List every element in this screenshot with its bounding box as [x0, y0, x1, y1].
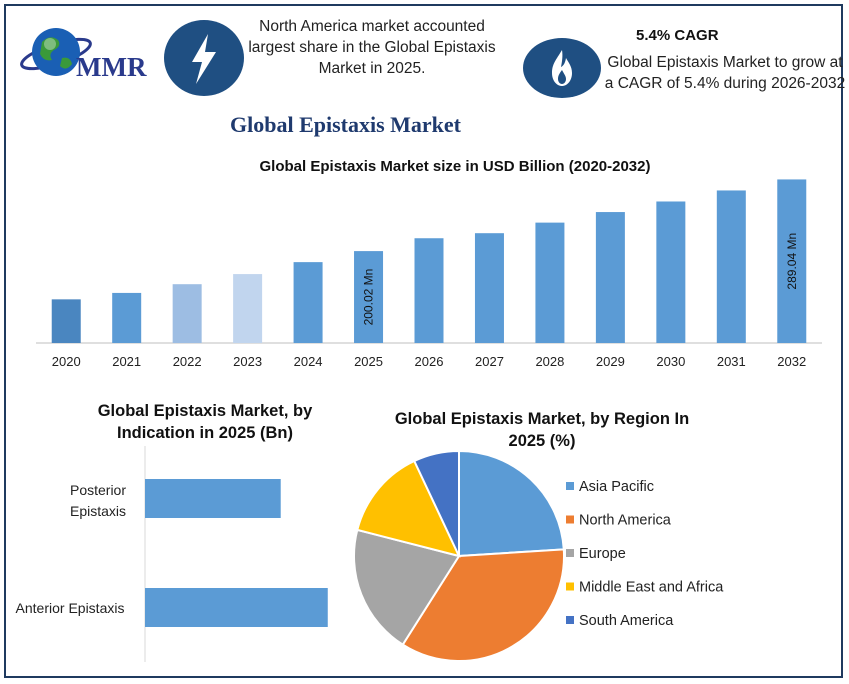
lightning-bolt-icon [192, 34, 216, 84]
x-tick-label-2026: 2026 [415, 354, 444, 369]
y-tick-label-anterior-epistaxis: Anterior Epistaxis [16, 600, 125, 616]
bar-2031 [716, 190, 746, 343]
x-tick-label-2028: 2028 [535, 354, 564, 369]
cagr-title: 5.4% CAGR [636, 27, 719, 44]
bar-2023 [233, 274, 263, 343]
logo-text: MMR [76, 52, 147, 82]
x-tick-label-2021: 2021 [112, 354, 141, 369]
bar-2029 [595, 212, 625, 343]
legend-label-south-america: South America [579, 613, 674, 629]
bar-2025 [354, 251, 384, 343]
bar-chart-title: Global Epistaxis Market size in USD Bill… [259, 158, 651, 175]
bar-posterior-epistaxis [145, 479, 281, 518]
x-tick-label-2027: 2027 [475, 354, 504, 369]
x-tick-label-2025: 2025 [354, 354, 383, 369]
bar-2028 [535, 222, 565, 343]
flame-icon-circle [523, 38, 601, 98]
legend-swatch-europe [566, 549, 574, 557]
x-tick-label-2023: 2023 [233, 354, 262, 369]
lightning-icon-circle [164, 20, 244, 96]
x-tick-label-2024: 2024 [294, 354, 323, 369]
bar-2032 [777, 179, 807, 343]
indication-chart-title: Global Epistaxis Market, by Indication i… [70, 400, 340, 444]
data-label-2025: 200.02 Mn [362, 269, 376, 326]
legend-swatch-asia-pacific [566, 482, 574, 490]
bar-2022 [172, 284, 202, 343]
info-right-text: Global Epistaxis Market to grow at a CAG… [604, 54, 846, 92]
legend-label-asia-pacific: Asia Pacific [579, 479, 654, 495]
legend-swatch-middle-east-and-africa [566, 582, 574, 591]
pie-slice-north-america [401, 548, 565, 662]
region-pie-chart: Asia Pacific North America Europe Middle Ea… [353, 449, 724, 662]
bar-2026 [414, 238, 444, 343]
data-label-2032: 289.04 Mn [785, 233, 799, 290]
region-chart-title-text: Global Epistaxis Market, by Region In 20… [394, 410, 690, 450]
legend-swatch-north-america [566, 515, 574, 524]
x-tick-label-2029: 2029 [596, 354, 625, 369]
bar-2021 [112, 292, 142, 343]
legend-label-north-america: North America [579, 513, 672, 529]
page-title: Global Epistaxis Market [230, 112, 462, 137]
flame-icon [552, 50, 572, 86]
bar-anterior-epistaxis [145, 588, 328, 627]
info-left-text: North America market accounted largest s… [248, 18, 496, 77]
legend-label-europe: Europe [579, 546, 626, 562]
legend-label-middle-east-and-africa: Middle East and Africa [579, 580, 724, 596]
pie-slice-south-america [412, 449, 460, 557]
bar-2030 [656, 201, 686, 343]
pie-slice-europe [353, 528, 461, 647]
bar-2020 [51, 299, 81, 343]
x-tick-label-2030: 2030 [656, 354, 685, 369]
indication-bar-chart: Posterior Epistaxis Anterior Epistaxis [16, 446, 328, 662]
legend-swatch-south-america [566, 616, 574, 624]
x-tick-label-2022: 2022 [173, 354, 202, 369]
page-frame [4, 4, 843, 678]
logo: MMR [14, 18, 164, 90]
x-tick-label-2031: 2031 [717, 354, 746, 369]
region-chart-title: Global Epistaxis Market, by Region In 20… [382, 408, 702, 452]
pie-slice-middle-east-and-africa [356, 459, 461, 558]
market-size-bar-chart: 2020 2021 2022 2023 2024 2025 200.02 Mn 2026 202… [36, 179, 822, 369]
bar-2024 [293, 262, 323, 343]
x-tick-label-2032: 2032 [777, 354, 806, 369]
bar-2027 [474, 233, 504, 343]
x-tick-label-2020: 2020 [52, 354, 81, 369]
pie-slice-asia-pacific [458, 449, 565, 558]
indication-chart-title-text: Global Epistaxis Market, by Indication i… [97, 402, 313, 442]
y-tick-label-posterior-epistaxis: Posterior Epistaxis [70, 482, 126, 519]
globe-icon [20, 28, 92, 76]
